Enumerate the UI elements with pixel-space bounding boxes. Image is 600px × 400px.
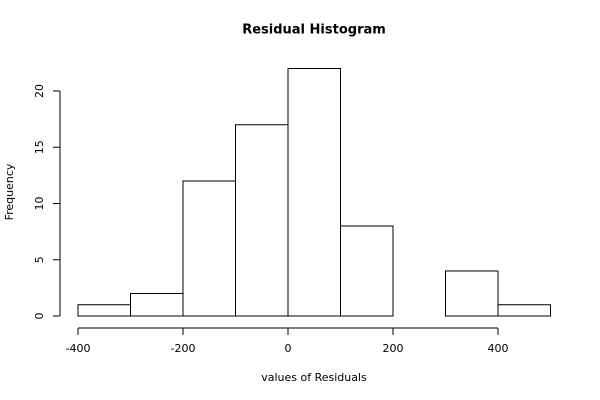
chart-title: Residual Histogram: [242, 23, 386, 38]
y-tick-label: 0: [33, 313, 46, 320]
x-tick-label: -400: [66, 342, 91, 355]
bar: [235, 124, 289, 317]
bar: [77, 304, 131, 317]
y-tick-label: 20: [33, 84, 46, 98]
bar: [340, 225, 394, 317]
bar: [182, 180, 236, 317]
y-tick-label: 5: [33, 256, 46, 263]
bar: [130, 293, 184, 317]
x-tick-label: 200: [383, 342, 404, 355]
y-tick-label: 15: [33, 140, 46, 154]
y-tick-label: 10: [33, 197, 46, 211]
bar: [497, 304, 551, 317]
x-tick-label: 0: [285, 342, 292, 355]
bar: [287, 68, 341, 317]
x-tick-label: 400: [488, 342, 509, 355]
bar: [445, 270, 499, 317]
x-axis-label: values of Residuals: [261, 371, 367, 384]
x-tick-label: -200: [171, 342, 196, 355]
y-axis-label: Frequency: [3, 163, 16, 220]
